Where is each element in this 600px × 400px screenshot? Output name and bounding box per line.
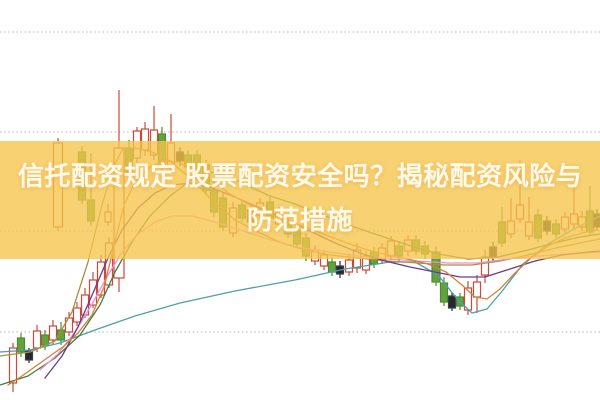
candle-body-up bbox=[472, 281, 482, 298]
candle-body-up bbox=[32, 330, 42, 349]
candle-body-up bbox=[72, 307, 82, 323]
cover-title: 信托配资规定 股票配资安全吗？揭秘配资风险与 防范措施 bbox=[0, 154, 600, 242]
candle-body-down bbox=[16, 337, 26, 353]
candle-body-up bbox=[480, 256, 490, 276]
candle-body-dark bbox=[24, 350, 34, 361]
candle-body-down bbox=[40, 334, 50, 346]
candle-body-down bbox=[327, 261, 337, 273]
title-line-1: 信托配资规定 股票配资安全吗？揭秘配资风险与 bbox=[17, 161, 583, 191]
candle-body-dark bbox=[447, 295, 457, 309]
candle-body-up bbox=[8, 347, 18, 384]
title-line-2: 防范措施 bbox=[246, 205, 353, 235]
candle-body-up bbox=[344, 259, 354, 273]
title-banner bbox=[0, 141, 600, 259]
candle-body-up bbox=[48, 325, 58, 341]
